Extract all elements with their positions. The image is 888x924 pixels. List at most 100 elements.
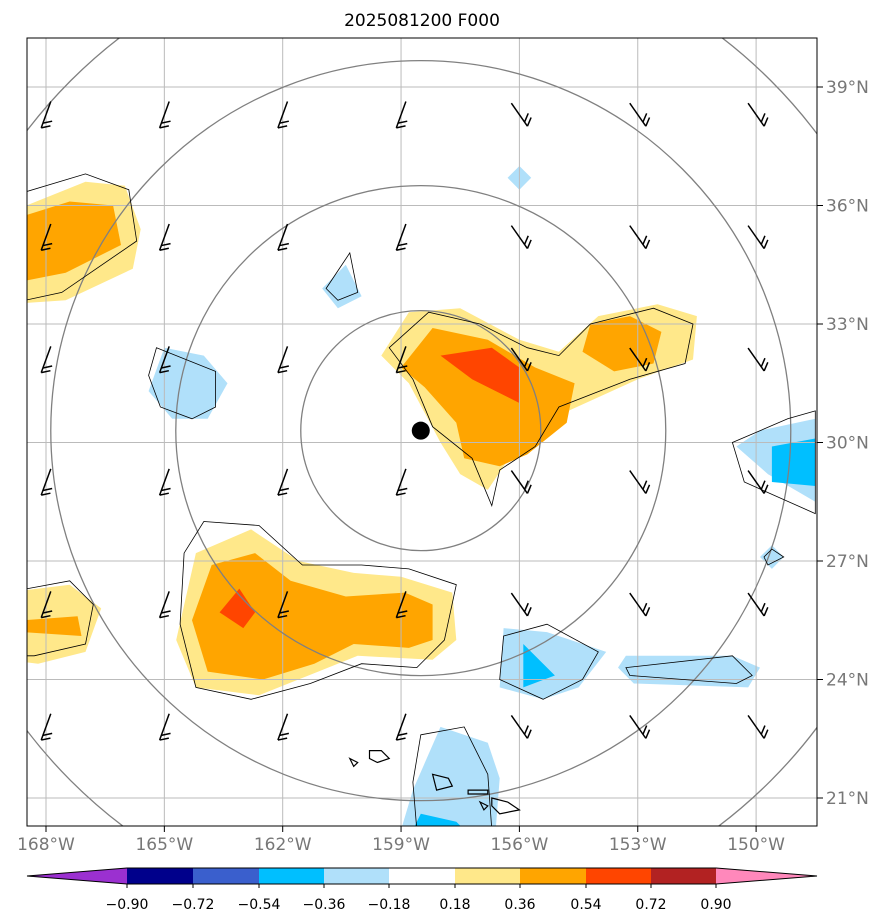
barb-flag [642, 235, 648, 245]
barb-staff [510, 102, 529, 127]
barb-flag [42, 487, 53, 492]
contour-outline-10 [412, 726, 492, 826]
x-tick-label: 156°W [491, 835, 549, 855]
barb-flag [161, 242, 171, 247]
barb-flag [277, 369, 288, 374]
barb-staff [277, 101, 289, 129]
wind-barb-17 [395, 346, 408, 374]
barb-flag [526, 484, 532, 494]
y-tick-label: 30°N [826, 434, 869, 454]
shaded-region-3 [401, 328, 575, 467]
barb-flag [523, 480, 529, 490]
wind-barb-40 [629, 715, 651, 739]
barb-staff [277, 223, 289, 251]
barb-staff [510, 225, 529, 249]
wind-barb-0 [40, 101, 53, 129]
barb-staff [395, 101, 407, 129]
barb-flag [41, 125, 51, 129]
barb-flag [279, 365, 290, 369]
barb-staff [747, 347, 765, 372]
barb-flag [161, 365, 171, 369]
barb-staff [40, 713, 52, 741]
contour-outline-3 [27, 580, 94, 657]
range-ring-2 [50, 59, 792, 802]
barb-flag [396, 125, 406, 129]
contour-outline-4 [148, 347, 217, 420]
wind-barb-39 [510, 715, 532, 739]
barb-flag [760, 480, 766, 490]
wind-barb-8 [158, 223, 171, 251]
wind-barb-27 [747, 470, 769, 494]
barb-flag [763, 117, 769, 127]
wind-barb-19 [629, 347, 651, 372]
wind-barb-10 [395, 223, 408, 251]
wind-barb-2 [277, 101, 290, 129]
barb-flag [277, 614, 288, 619]
shaded-region-10 [27, 616, 82, 636]
x-tick-label: 165°W [135, 835, 193, 855]
barb-flag [763, 239, 769, 249]
shaded-region-15 [771, 438, 816, 486]
barb-staff [277, 713, 289, 741]
barb-staff [629, 225, 647, 249]
contour-outline-5 [325, 251, 359, 301]
y-axis-ticks: 21°N 24°N 27°N 30°N 33°N 36°N 39°N [817, 78, 869, 809]
barb-staff [747, 715, 765, 739]
x-tick-label: 162°W [254, 835, 312, 855]
wind-barb-32 [510, 592, 532, 617]
barb-staff [510, 592, 529, 617]
barb-staff [158, 101, 170, 129]
wind-barb-30 [277, 591, 290, 619]
colorbar-segment [259, 868, 324, 884]
colorbar-tick-label: −0.36 [303, 897, 346, 913]
shaded-region-8 [219, 588, 256, 629]
wind-barb-38 [395, 713, 408, 741]
barb-flag [279, 610, 290, 614]
colorbar-tick-label: −0.72 [172, 897, 215, 913]
barb-flag [397, 732, 408, 737]
barb-staff [395, 713, 407, 741]
shaded-region-16 [760, 545, 784, 569]
barb-flag [760, 725, 766, 735]
wind-barb-12 [629, 225, 651, 249]
colorbar-segment [127, 868, 193, 884]
barb-flag [645, 606, 651, 617]
barb-flag [645, 361, 651, 372]
wind-barb-15 [158, 346, 171, 374]
barb-staff [510, 347, 529, 372]
barb-staff [747, 225, 765, 249]
barb-flag [396, 737, 406, 741]
colorbar-segment [193, 868, 259, 884]
colorbar-segment [324, 868, 389, 884]
x-axis-ticks: 168°W 165°W 162°W 159°W 156°W 153°W 150°W [17, 826, 785, 855]
barb-flag [642, 357, 648, 368]
barb-flag [41, 737, 51, 741]
colorbar-segment [520, 868, 586, 884]
barb-flag [279, 242, 290, 247]
colorbar-tick-label: −0.54 [238, 897, 281, 913]
barb-staff [510, 715, 529, 739]
colorbar-segment [389, 868, 455, 884]
barb-flag [526, 117, 532, 127]
plot-frame [26, 37, 818, 827]
island-4 [491, 797, 521, 815]
barb-staff [277, 591, 289, 618]
y-tick-label: 21°N [826, 789, 869, 809]
x-tick-label: 168°W [17, 835, 75, 855]
shaded-region-4 [582, 316, 662, 372]
barb-flag [645, 239, 651, 249]
island-1 [348, 757, 359, 768]
shaded-region-7 [192, 553, 433, 680]
barb-staff [158, 468, 170, 496]
barb-flag [41, 614, 51, 619]
barb-staff [158, 346, 170, 373]
barb-staff [40, 223, 52, 251]
barb-flag [523, 113, 529, 123]
y-tick-label: 39°N [826, 78, 869, 98]
barb-flag [397, 487, 408, 492]
barb-flag [763, 361, 769, 372]
gridlines [27, 38, 817, 826]
barb-flag [760, 357, 766, 368]
barb-flag [159, 614, 169, 619]
island-2 [431, 773, 454, 791]
